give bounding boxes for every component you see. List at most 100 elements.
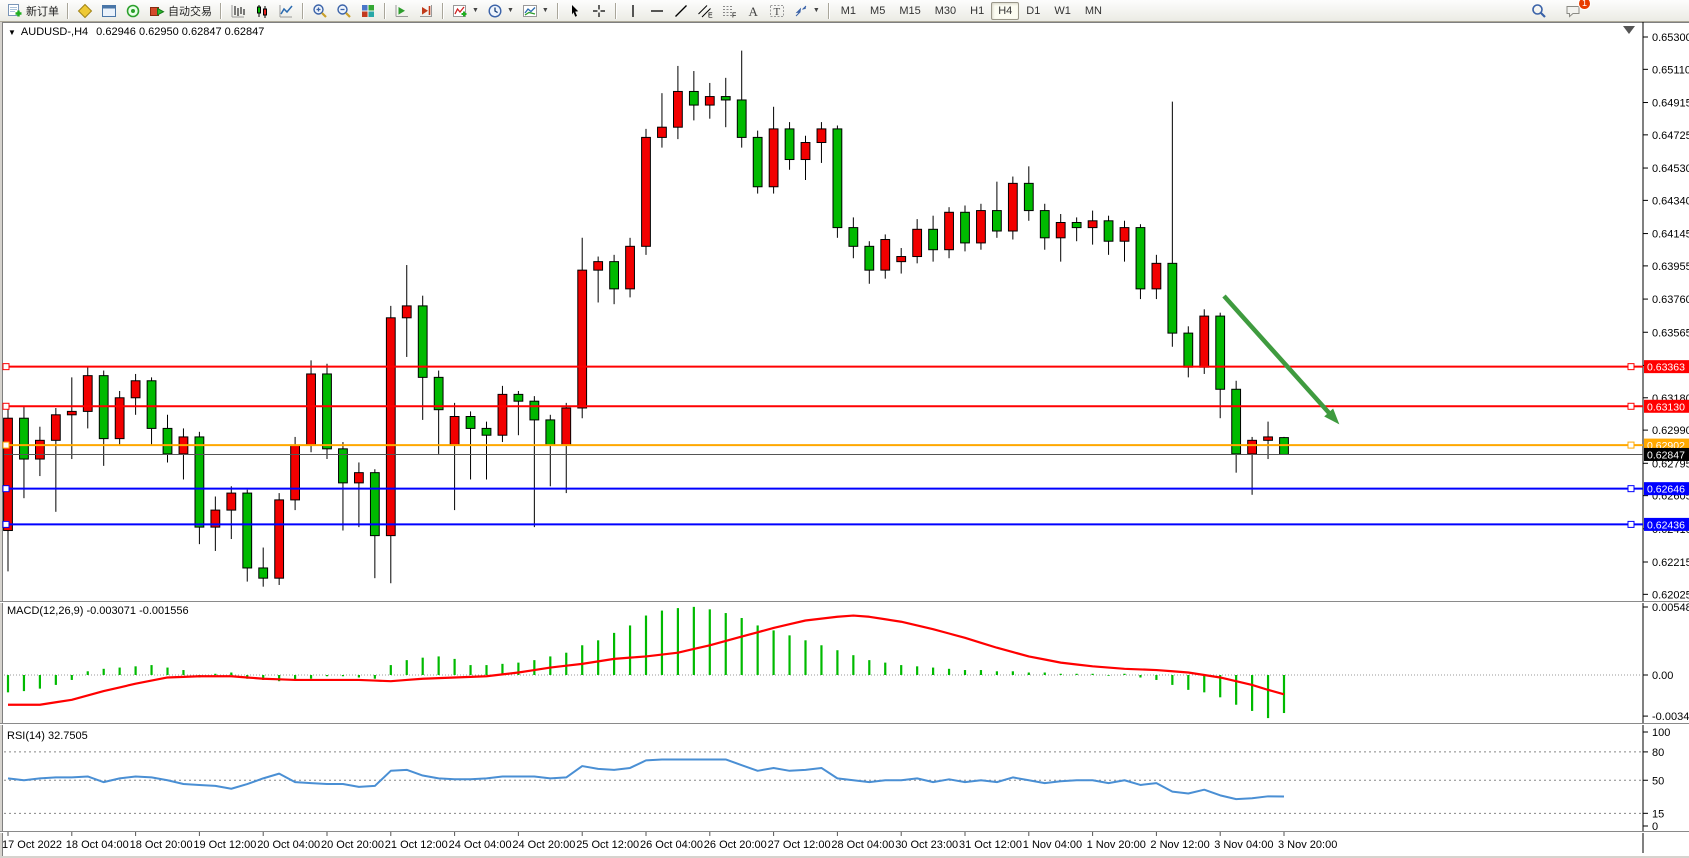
candle-body: [306, 373, 316, 446]
bid-price-tag: [1644, 447, 1689, 461]
price-tick-label: 0.65110: [1652, 64, 1689, 76]
chevron-down-icon[interactable]: ▼: [506, 7, 514, 14]
toolbar-button-autotrade[interactable]: 自动交易: [145, 0, 216, 22]
notification-badge: 1: [1578, 0, 1591, 10]
candle-body: [82, 375, 93, 412]
arrows-icon: [793, 3, 809, 19]
candle-body: [1167, 262, 1178, 334]
toolbar-button-templates[interactable]: ▼: [518, 0, 553, 22]
timeframe-W1[interactable]: W1: [1054, 4, 1071, 17]
toolbar-button-vertical-line[interactable]: [621, 0, 645, 22]
toolbar-button-arrows[interactable]: ▼: [789, 0, 824, 22]
timeframe-M1[interactable]: M1: [840, 4, 857, 17]
candle-body: [784, 128, 795, 161]
candle-body: [752, 136, 763, 188]
toolbar-button-new-order[interactable]: 新订单: [3, 0, 63, 22]
new-order-icon: [7, 3, 23, 19]
zoom-out-icon: [336, 3, 352, 19]
hline-handle: [1627, 363, 1635, 371]
chart-window[interactable]: [2, 22, 1689, 856]
timeframe-MN[interactable]: MN: [1084, 4, 1102, 17]
toolbar-button-fibonacci[interactable]: F: [717, 0, 741, 22]
date-axis-label: 21 Oct 12:00: [385, 839, 448, 851]
toolbar-button-text[interactable]: A: [741, 0, 765, 22]
toolbar-button-auto-scroll[interactable]: [390, 0, 414, 22]
toolbar-button-line-chart[interactable]: [274, 0, 298, 22]
price-tick-label: 0.64915: [1652, 98, 1689, 110]
candle-body: [673, 90, 683, 128]
date-axis-label: 17 Oct 2022: [2, 839, 62, 851]
cursor-icon: [567, 3, 583, 19]
timeframe-D1[interactable]: D1: [1026, 4, 1041, 17]
candle-body: [497, 393, 508, 436]
toolbar-separator: [442, 2, 444, 19]
toolbar-button-chart-shift[interactable]: [414, 0, 438, 22]
market-watch-icon: [77, 3, 93, 19]
candle-body: [130, 380, 141, 399]
chevron-down-icon[interactable]: ▼: [472, 7, 479, 14]
date-axis-label: 24 Oct 20:00: [512, 839, 575, 851]
chevron-down-icon[interactable]: ▼: [812, 7, 820, 14]
fibonacci-icon: F: [721, 3, 737, 19]
candle-body: [322, 373, 332, 450]
date-axis-label: 31 Oct 12:00: [959, 839, 1022, 851]
candle-body: [417, 305, 428, 378]
date-axis-label: 25 Oct 12:00: [576, 839, 639, 851]
candle-body: [481, 427, 492, 436]
toolbar-button-trendline[interactable]: [669, 0, 693, 22]
toolbar-button-zoom-in[interactable]: [308, 0, 332, 22]
hline-price-tag: [1644, 517, 1689, 531]
candle-body: [114, 397, 125, 440]
toolbar-button-equidistant-channel[interactable]: E: [693, 0, 717, 22]
candle-body: [912, 228, 923, 258]
rsi-axis-label: 100: [1652, 727, 1670, 739]
search-icon: [1531, 3, 1547, 19]
price-tick-label: 0.63760: [1652, 294, 1689, 306]
candle-body: [992, 210, 1002, 232]
macd-indicator-label: MACD(12,26,9) -0.003071 -0.001556: [7, 605, 189, 617]
hline-handle: [1627, 485, 1635, 493]
hline-handle: [1627, 520, 1635, 528]
chart-dropdown-icon[interactable]: ▼: [8, 28, 16, 37]
toolbar-button-data-window[interactable]: [97, 0, 121, 22]
crosshair-icon: [591, 3, 607, 19]
toolbar-button-tile-windows[interactable]: [356, 0, 380, 22]
toolbar-button-horizontal-line[interactable]: [645, 0, 669, 22]
auto-scroll-icon: [394, 3, 410, 19]
svg-text:A: A: [748, 4, 758, 19]
bar-chart-icon: [230, 3, 246, 19]
toolbar-button-navigator[interactable]: [121, 0, 145, 22]
toolbar-button-market-watch[interactable]: [73, 0, 97, 22]
price-tick-label: 0.62025: [1652, 589, 1689, 601]
toolbar-button-crosshair[interactable]: [587, 0, 611, 22]
toolbar-button-text-label[interactable]: T: [765, 0, 789, 22]
toolbar-button-cursor[interactable]: [563, 0, 587, 22]
date-axis-label: 20 Oct 20:00: [321, 839, 384, 851]
candle-body: [1055, 221, 1066, 239]
timeframe-M15[interactable]: M15: [899, 4, 921, 17]
timeframe-H1[interactable]: H1: [970, 4, 985, 17]
toolbar-button-bar-chart[interactable]: [226, 0, 250, 22]
toolbar-button-candlestick-chart[interactable]: [250, 0, 274, 22]
price-tick-label: 0.62990: [1652, 425, 1689, 437]
date-axis-label: 18 Oct 04:00: [66, 839, 129, 851]
toolbar-button-search[interactable]: [1527, 0, 1551, 22]
date-axis-label: 26 Oct 20:00: [704, 839, 767, 851]
toolbar-button-zoom-out[interactable]: [332, 0, 356, 22]
candle-body: [1263, 436, 1273, 441]
timeframe-M30[interactable]: M30: [934, 4, 957, 17]
toolbar-button-chat[interactable]: 1: [1561, 0, 1591, 22]
trend-arrow-annotation[interactable]: [1222, 294, 1340, 425]
timeframe-H4[interactable]: H4: [991, 1, 1020, 20]
candle-body: [146, 380, 157, 429]
date-axis-label: 28 Oct 04:00: [831, 839, 894, 851]
timeframe-M5[interactable]: M5: [870, 4, 886, 17]
candle-body: [354, 472, 364, 484]
candle-body: [848, 227, 859, 247]
toolbar-button-indicators[interactable]: ▼: [448, 0, 483, 22]
toolbar-button-periods[interactable]: ▼: [483, 0, 518, 22]
chevron-down-icon[interactable]: ▼: [541, 7, 549, 14]
chart-shift-marker-icon[interactable]: [1623, 26, 1635, 34]
